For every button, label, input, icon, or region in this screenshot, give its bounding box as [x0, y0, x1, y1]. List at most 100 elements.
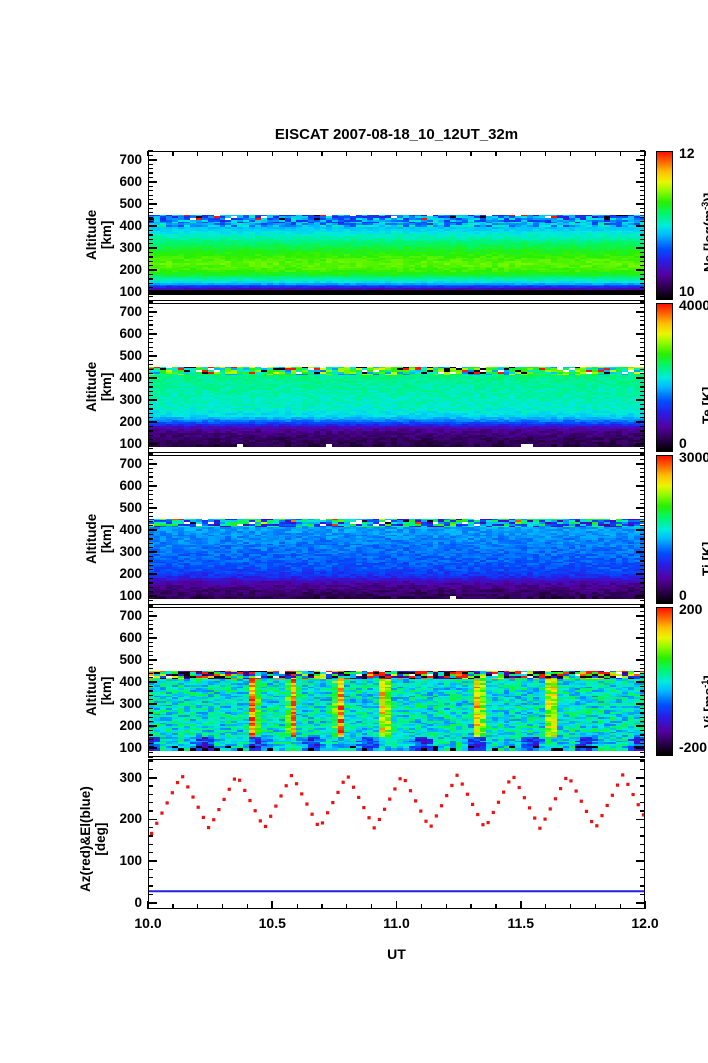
y-minor-tick [148, 591, 153, 593]
y-minor-tick [640, 163, 645, 165]
y-minor-tick [640, 476, 645, 478]
y-tick-label-vi: 500 [119, 651, 142, 667]
colorbar-title-vi: Vi [ms-1] [700, 675, 708, 728]
y-minor-tick [148, 650, 153, 652]
x-minor-tick-top [619, 151, 621, 156]
y-minor-tick [640, 408, 645, 410]
y-minor-tick [148, 725, 153, 727]
y-minor-tick [148, 595, 153, 597]
y-minor-tick [148, 386, 153, 388]
x-minor-tick [147, 904, 149, 909]
y-minor-tick [148, 260, 153, 262]
y-minor-tick [148, 793, 153, 796]
y-minor-tick [148, 843, 153, 846]
y-minor-tick [148, 256, 153, 258]
panel-data-ne [149, 152, 644, 300]
y-tick-label-vi: 700 [119, 607, 142, 623]
y-minor-tick [640, 172, 645, 174]
y-minor-tick [640, 386, 645, 388]
y-minor-tick [148, 893, 153, 896]
colorbar-min-label-ti: 0 [679, 587, 687, 603]
y-minor-tick [640, 520, 645, 522]
y-tick-label-azel: 300 [119, 769, 142, 785]
y-minor-tick [148, 430, 153, 432]
y-minor-tick [640, 743, 645, 745]
y-minor-tick [148, 403, 153, 406]
plot-panel-vi [148, 607, 645, 757]
y-minor-tick [148, 818, 153, 821]
y-minor-tick [640, 827, 645, 829]
y-minor-tick [148, 390, 153, 392]
y-minor-tick [640, 641, 645, 643]
y-minor-tick [148, 599, 153, 602]
y-minor-tick [640, 624, 645, 626]
colorbar-min-label-vi: -200 [679, 739, 708, 755]
y-minor-tick [640, 372, 645, 375]
y-minor-tick [148, 480, 153, 483]
colorbar-gradient-ne [657, 152, 672, 299]
y-minor-tick [148, 443, 153, 445]
y-minor-tick [148, 372, 153, 375]
plot-panel-te [148, 303, 645, 453]
y-minor-tick [148, 346, 153, 348]
y-minor-tick [640, 777, 645, 779]
y-minor-tick [640, 646, 645, 648]
x-minor-tick-top [594, 151, 596, 156]
y-minor-tick [640, 852, 645, 854]
y-minor-tick [640, 421, 645, 423]
y-minor-tick [640, 564, 645, 566]
y-minor-tick [148, 802, 153, 804]
y-minor-tick [640, 716, 645, 718]
y-minor-tick [148, 681, 153, 683]
y-minor-tick [640, 595, 645, 597]
x-minor-tick [545, 904, 547, 909]
x-minor-tick-top [197, 151, 199, 156]
y-minor-tick [640, 582, 645, 584]
y-minor-tick [148, 150, 153, 152]
y-minor-tick [148, 624, 153, 626]
y-minor-tick [148, 885, 153, 887]
y-minor-tick [148, 582, 153, 584]
x-minor-tick-top [296, 151, 298, 156]
y-minor-tick [640, 902, 645, 904]
y-minor-tick [148, 685, 153, 688]
y-tick-label-ti: 100 [119, 588, 142, 604]
y-minor-tick [640, 619, 645, 621]
y-minor-tick [148, 502, 153, 505]
y-minor-tick [640, 150, 645, 152]
y-minor-tick [148, 333, 153, 335]
y-minor-tick [148, 573, 153, 575]
y-minor-tick [640, 251, 645, 254]
y-minor-tick [640, 434, 645, 437]
x-minor-tick [594, 904, 596, 909]
y-minor-tick [640, 291, 645, 293]
y-minor-tick [640, 685, 645, 688]
y-minor-tick [148, 507, 153, 509]
y-minor-tick [640, 287, 645, 289]
y-minor-tick [640, 690, 645, 692]
y-tick-label-ne: 200 [119, 262, 142, 278]
y-minor-tick [640, 412, 645, 414]
y-minor-tick [148, 743, 153, 745]
y-minor-tick [148, 619, 153, 621]
y-minor-tick [148, 663, 153, 666]
colorbar-max-label-ti: 3000 [679, 449, 708, 465]
y-minor-tick [640, 458, 645, 461]
y-minor-tick [148, 328, 153, 331]
y-minor-tick [640, 542, 645, 544]
y-minor-tick [640, 802, 645, 804]
x-tick-label: 10.5 [258, 915, 286, 931]
plot-panel-azel [148, 759, 645, 909]
y-minor-tick [640, 573, 645, 575]
y-minor-tick [640, 885, 645, 887]
y-minor-tick [640, 234, 645, 236]
x-minor-tick-top [569, 151, 572, 156]
x-minor-tick-top [221, 151, 224, 156]
y-minor-tick [148, 699, 153, 701]
y-tick-label-te: 300 [119, 392, 142, 408]
plot-panel-ti [148, 455, 645, 605]
y-minor-tick [640, 190, 645, 192]
y-minor-tick [640, 538, 645, 540]
y-tick-label-ne: 700 [119, 151, 142, 167]
y-minor-tick [148, 216, 153, 218]
